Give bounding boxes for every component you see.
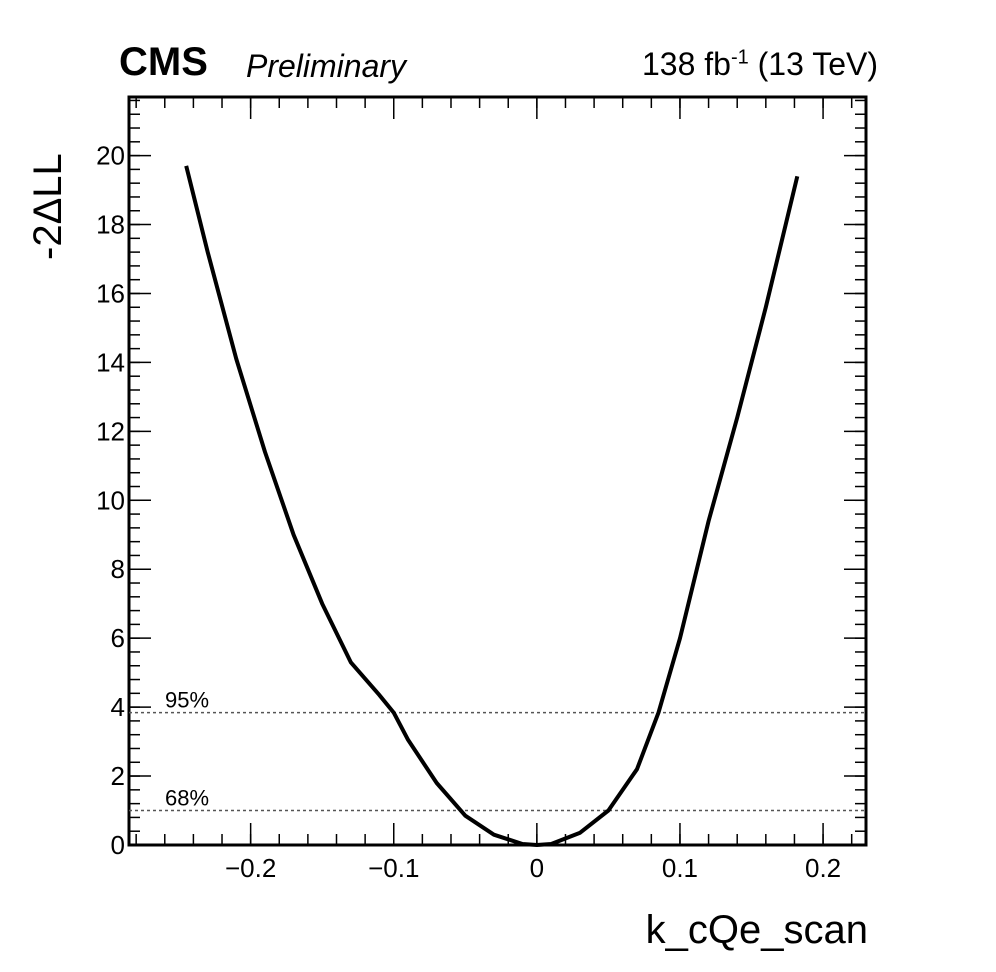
y-tick-label: 14 (96, 347, 125, 377)
y-tick-label: 2 (111, 761, 125, 791)
x-tick-label: −0.2 (225, 853, 276, 883)
y-tick-label: 12 (96, 416, 125, 446)
reference-line-label: 68% (165, 786, 209, 811)
scan-curve (184, 165, 800, 847)
lumi-value: 138 fb (641, 46, 731, 82)
luminosity-label: 138 fb-1 (13 TeV) (642, 46, 878, 83)
plot-frame (127, 95, 868, 847)
x-tick-label: 0 (530, 853, 544, 883)
y-tick-label: 18 (96, 210, 125, 240)
y-tick-label: 8 (111, 554, 125, 584)
reference-line-label: 95% (165, 688, 209, 713)
y-tick-label: 4 (111, 692, 125, 722)
experiment-label: CMS (119, 40, 208, 84)
x-tick-label: −0.1 (368, 853, 419, 883)
y-tick-label: 6 (111, 623, 125, 653)
y-tick-label: 20 (96, 141, 125, 171)
status-label: Preliminary (246, 48, 407, 84)
y-tick-label: 16 (96, 278, 125, 308)
y-tick-label: 0 (111, 830, 125, 860)
x-axis-title: k_cQe_scan (645, 908, 868, 952)
y-axis-title: -2ΔLL (26, 153, 70, 260)
x-tick-label: 0.1 (662, 853, 698, 883)
x-tick-label: 0.2 (805, 853, 841, 883)
lumi-exponent: -1 (730, 46, 749, 69)
y-tick-label: 10 (96, 485, 125, 515)
energy-label: (13 TeV) (757, 46, 878, 82)
